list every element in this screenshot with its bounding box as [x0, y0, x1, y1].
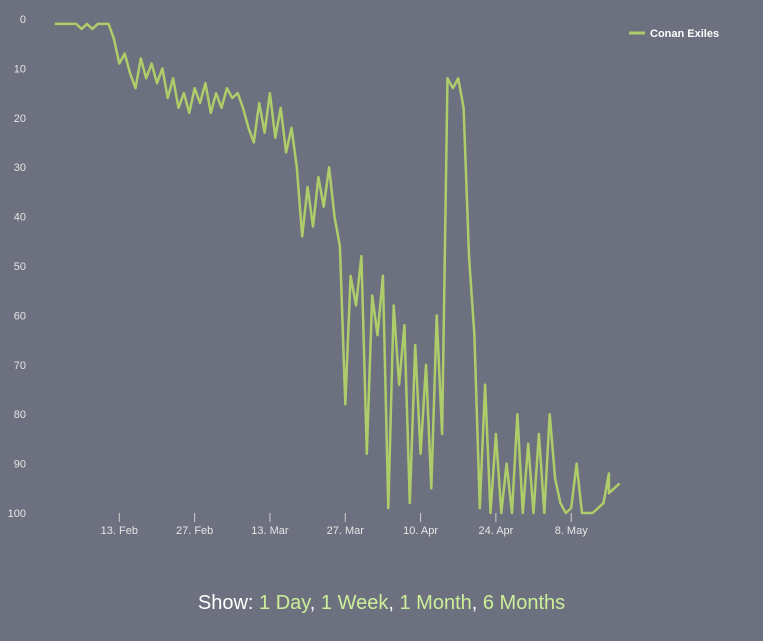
range-link-6-months[interactable]: 6 Months: [482, 592, 566, 614]
y-axis: 0 10 20 30 40 50 60 70 80 90 100: [8, 14, 26, 520]
legend[interactable]: Conan Exiles: [629, 28, 719, 40]
x-axis: 13. Feb 27. Feb 13. Mar 27. Mar 10. Apr 24. A…: [101, 513, 589, 537]
y-tick-label: 60: [14, 310, 26, 322]
y-tick-label: 90: [14, 459, 26, 471]
x-tick-label: 13. Mar: [251, 525, 289, 537]
legend-label: Conan Exiles: [650, 28, 719, 40]
show-prefix: Show:: [197, 592, 260, 614]
range-link-1-day[interactable]: 1 Day: [259, 592, 310, 614]
y-tick-label: 40: [14, 212, 26, 224]
x-tick-label: 27. Mar: [327, 525, 365, 537]
x-tick-label: 27. Feb: [176, 525, 213, 537]
range-link-1-week[interactable]: 1 Week: [320, 592, 389, 614]
series-layer: [54, 22, 621, 515]
x-tick-label: 8. May: [555, 525, 589, 537]
y-tick-label: 80: [14, 409, 26, 421]
y-tick-label: 100: [8, 508, 26, 520]
y-tick-label: 10: [14, 63, 26, 75]
range-link-1-month[interactable]: 1 Month: [399, 592, 472, 614]
y-tick-label: 20: [14, 113, 26, 125]
x-tick-label: 24. Apr: [478, 525, 513, 537]
time-range-selector: Show: 1 Day, 1 Week, 1 Month, 6 Months: [197, 592, 566, 614]
x-tick-label: 13. Feb: [101, 525, 138, 537]
y-tick-label: 50: [14, 261, 26, 273]
y-tick-label: 0: [20, 14, 26, 26]
x-tick-label: 10. Apr: [403, 525, 438, 537]
series-line: [54, 22, 621, 515]
y-tick-label: 30: [14, 162, 26, 174]
y-tick-label: 70: [14, 360, 26, 372]
